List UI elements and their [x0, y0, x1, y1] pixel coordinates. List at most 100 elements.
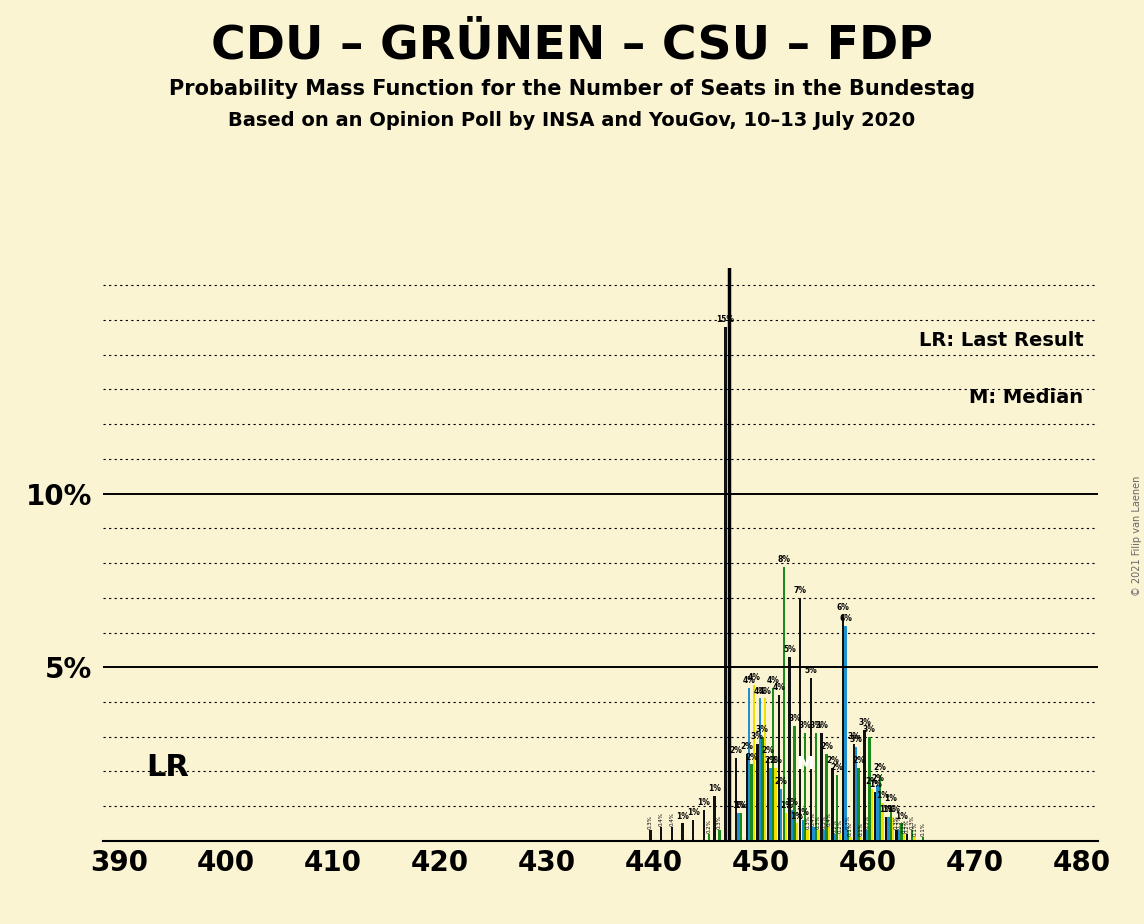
Bar — [793, 726, 796, 841]
Text: 0.1%: 0.1% — [848, 822, 853, 836]
Text: 1%: 1% — [895, 811, 908, 821]
Text: 0.3%: 0.3% — [816, 816, 821, 830]
Text: 3%: 3% — [788, 714, 801, 723]
Text: 2%: 2% — [852, 756, 865, 765]
Text: 1%: 1% — [698, 797, 710, 807]
Text: 0.3%: 0.3% — [821, 816, 827, 830]
Bar — [692, 820, 694, 841]
Text: 4%: 4% — [758, 687, 771, 696]
Bar — [890, 806, 892, 841]
Bar — [734, 758, 737, 841]
Bar — [887, 817, 890, 841]
Text: 2%: 2% — [740, 742, 753, 751]
Text: 5%: 5% — [804, 666, 817, 675]
Text: Based on an Opinion Poll by INSA and YouGov, 10–13 July 2020: Based on an Opinion Poll by INSA and You… — [229, 111, 915, 130]
Text: 0.4%: 0.4% — [659, 812, 664, 826]
Text: 0.2%: 0.2% — [901, 819, 906, 833]
Text: 3%: 3% — [863, 725, 876, 734]
Text: 0.4%: 0.4% — [811, 812, 816, 826]
Text: 7%: 7% — [794, 586, 807, 595]
Bar — [881, 803, 883, 841]
Bar — [900, 823, 903, 841]
Text: 0.4%: 0.4% — [826, 812, 832, 826]
Bar — [855, 748, 857, 841]
Text: 4%: 4% — [754, 687, 766, 696]
Bar — [670, 827, 673, 841]
Text: 5%: 5% — [784, 645, 796, 654]
Text: 2%: 2% — [872, 773, 884, 783]
Bar — [898, 831, 900, 841]
Bar — [702, 809, 705, 841]
Bar — [650, 831, 652, 841]
Bar — [804, 734, 807, 841]
Text: 1%: 1% — [780, 801, 793, 810]
Bar — [724, 327, 726, 841]
Bar — [864, 730, 866, 841]
Text: © 2021 Filip van Laenen: © 2021 Filip van Laenen — [1131, 476, 1142, 596]
Bar — [740, 813, 742, 841]
Text: 0.3%: 0.3% — [648, 816, 653, 830]
Bar — [815, 734, 817, 841]
Bar — [778, 695, 780, 841]
Bar — [820, 734, 823, 841]
Bar — [807, 831, 809, 841]
Text: 4%: 4% — [748, 673, 761, 682]
Bar — [766, 758, 769, 841]
Bar — [682, 823, 684, 841]
Bar — [844, 626, 847, 841]
Text: 1%: 1% — [676, 811, 689, 821]
Text: 2%: 2% — [762, 746, 774, 755]
Text: 0.1%: 0.1% — [912, 822, 917, 836]
Text: 3%: 3% — [810, 722, 823, 731]
Text: 3%: 3% — [858, 718, 871, 727]
Bar — [839, 833, 841, 841]
Bar — [780, 789, 782, 841]
Text: 0.3%: 0.3% — [717, 816, 722, 830]
Bar — [758, 699, 761, 841]
Bar — [799, 598, 802, 841]
Bar — [892, 817, 895, 841]
Bar — [753, 685, 755, 841]
Text: Probability Mass Function for the Number of Seats in the Bundestag: Probability Mass Function for the Number… — [169, 79, 975, 99]
Bar — [834, 833, 836, 841]
Bar — [871, 789, 873, 841]
Bar — [879, 775, 881, 841]
Bar — [825, 754, 828, 841]
Text: 2%: 2% — [769, 756, 782, 765]
Bar — [746, 754, 748, 841]
Bar — [791, 809, 793, 841]
Text: 0.2%: 0.2% — [706, 819, 712, 833]
Bar — [812, 827, 815, 841]
Text: 0.3%: 0.3% — [865, 816, 869, 830]
Text: 0.2%: 0.2% — [833, 819, 837, 833]
Bar — [810, 677, 812, 841]
Text: M: M — [796, 756, 815, 773]
Text: 2%: 2% — [774, 777, 788, 786]
Text: LR: Last Result: LR: Last Result — [919, 331, 1083, 350]
Text: 0.3%: 0.3% — [805, 816, 810, 830]
Text: 0.1%: 0.1% — [859, 822, 864, 836]
Bar — [896, 831, 898, 841]
Bar — [874, 792, 876, 841]
Text: 1%: 1% — [887, 805, 899, 814]
Text: 8%: 8% — [777, 554, 791, 564]
Bar — [737, 813, 740, 841]
Bar — [860, 837, 863, 841]
Text: 3%: 3% — [850, 736, 863, 745]
Text: 3%: 3% — [750, 732, 764, 741]
Text: 1%: 1% — [732, 801, 745, 810]
Text: 2%: 2% — [831, 763, 844, 772]
Bar — [884, 817, 887, 841]
Bar — [913, 837, 916, 841]
Text: 1%: 1% — [796, 808, 809, 817]
Text: 1%: 1% — [686, 808, 700, 817]
Bar — [868, 736, 871, 841]
Bar — [785, 813, 787, 841]
Bar — [849, 837, 851, 841]
Bar — [714, 796, 716, 841]
Bar — [750, 764, 753, 841]
Bar — [796, 823, 799, 841]
Text: 1%: 1% — [868, 781, 882, 789]
Bar — [906, 833, 908, 841]
Text: 6%: 6% — [836, 603, 850, 613]
